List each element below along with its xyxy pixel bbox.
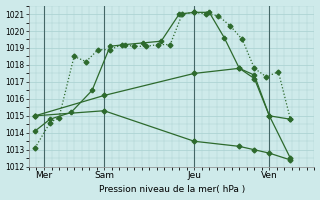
X-axis label: Pression niveau de la mer( hPa ): Pression niveau de la mer( hPa ) [99,185,245,194]
